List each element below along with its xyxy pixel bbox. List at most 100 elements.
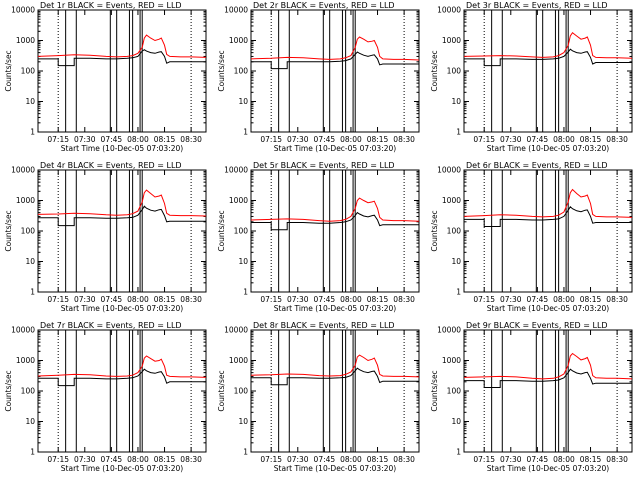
y-tick-label: 1 [30, 128, 35, 137]
x-tick-label: 08:30 [180, 455, 202, 464]
x-tick-label: 07:15 [473, 455, 495, 464]
y-tick-label: 100 [234, 67, 249, 76]
y-tick-label: 10 [25, 417, 35, 426]
y-tick-label: 1000 [229, 196, 248, 205]
y-axis-label: Counts/sec [4, 370, 13, 411]
y-tick-label: 1 [456, 288, 461, 297]
y-tick-label: 1000 [16, 36, 35, 45]
y-tick-label: 1 [30, 448, 35, 457]
y-tick-label: 10 [451, 97, 461, 106]
y-axis-label: Counts/sec [430, 50, 439, 91]
x-tick-label: 08:00 [553, 295, 575, 304]
y-tick-label: 100 [21, 67, 36, 76]
x-tick-label: 08:15 [154, 455, 176, 464]
x-axis-label: Start Time (10-Dec-05 07:03:20) [274, 304, 396, 313]
x-tick-label: 07:45 [101, 455, 123, 464]
y-axis-label: Counts/sec [4, 210, 13, 251]
series-line-lld [37, 189, 207, 217]
panel-title: Det 7r BLACK = Events, RED = LLD [40, 321, 182, 330]
series-line-events [251, 51, 419, 70]
y-tick-label: 10000 [437, 326, 461, 335]
y-tick-label: 1000 [229, 356, 248, 365]
y-tick-label: 1 [456, 128, 461, 137]
x-tick-label: 08:00 [127, 455, 149, 464]
panel-title: Det 6r BLACK = Events, RED = LLD [466, 161, 608, 170]
plot-frame [250, 329, 420, 453]
x-tick-label: 08:15 [580, 135, 602, 144]
panel-title: Det 2r BLACK = Events, RED = LLD [253, 1, 395, 10]
x-tick-label: 07:30 [74, 455, 96, 464]
y-axis-label: Counts/sec [217, 370, 226, 411]
x-tick-label: 08:30 [606, 295, 628, 304]
x-tick-label: 08:30 [180, 135, 202, 144]
x-tick-label: 08:30 [606, 135, 628, 144]
x-tick-label: 08:30 [393, 455, 415, 464]
x-axis-label: Start Time (10-Dec-05 07:03:20) [487, 464, 609, 473]
y-tick-label: 10000 [437, 6, 461, 15]
x-tick-label: 08:30 [393, 135, 415, 144]
x-tick-label: 08:00 [340, 295, 362, 304]
panel-1: Det 1r BLACK = Events, RED = LLD 1 10 100 10… [4, 1, 207, 153]
y-tick-label: 10 [451, 417, 461, 426]
x-tick-label: 08:15 [154, 295, 176, 304]
y-tick-label: 10000 [11, 326, 35, 335]
series-line-events [38, 49, 206, 67]
x-tick-label: 07:15 [47, 135, 69, 144]
y-tick-label: 100 [447, 67, 462, 76]
x-tick-label: 07:30 [500, 295, 522, 304]
series-line-lld [250, 354, 420, 378]
x-tick-label: 08:15 [580, 455, 602, 464]
plot-frame [463, 169, 633, 293]
panel-title: Det 5r BLACK = Events, RED = LLD [253, 161, 395, 170]
y-tick-label: 1 [30, 288, 35, 297]
series-line-lld [463, 31, 633, 59]
y-axis-label: Counts/sec [430, 370, 439, 411]
panel-7: Det 7r BLACK = Events, RED = LLD 1 10 100 10… [4, 321, 207, 473]
x-axis-label: Start Time (10-Dec-05 07:03:20) [487, 304, 609, 313]
series-line-events [464, 206, 632, 227]
plot-frame [463, 329, 633, 453]
panel-title: Det 1r BLACK = Events, RED = LLD [40, 1, 182, 10]
x-tick-label: 07:45 [314, 455, 336, 464]
panel-8: Det 8r BLACK = Events, RED = LLD 1 10 100 10… [217, 321, 420, 473]
y-tick-label: 100 [21, 227, 36, 236]
plot-frame [250, 169, 420, 293]
y-tick-label: 10 [238, 257, 248, 266]
y-tick-label: 10000 [224, 166, 248, 175]
x-tick-label: 07:15 [473, 295, 495, 304]
plot-frame [463, 9, 633, 133]
y-tick-label: 100 [21, 387, 36, 396]
y-tick-label: 100 [447, 227, 462, 236]
x-tick-label: 07:45 [314, 135, 336, 144]
y-tick-label: 100 [234, 387, 249, 396]
panel-2: Det 2r BLACK = Events, RED = LLD 1 10 100 10… [217, 1, 420, 153]
y-tick-label: 10 [25, 97, 35, 106]
x-tick-label: 08:00 [127, 135, 149, 144]
panel-6: Det 6r BLACK = Events, RED = LLD 1 10 100 10… [430, 161, 633, 313]
series-line-events [38, 205, 206, 227]
x-axis-label: Start Time (10-Dec-05 07:03:20) [274, 464, 396, 473]
x-tick-label: 07:30 [74, 295, 96, 304]
panel-title: Det 9r BLACK = Events, RED = LLD [466, 321, 608, 330]
x-tick-label: 08:15 [367, 455, 389, 464]
x-tick-label: 08:30 [180, 295, 202, 304]
x-tick-label: 07:15 [260, 135, 282, 144]
x-tick-label: 07:45 [527, 135, 549, 144]
y-tick-label: 10 [238, 97, 248, 106]
x-tick-label: 07:45 [527, 295, 549, 304]
series-line-lld [250, 36, 420, 61]
y-tick-label: 10 [238, 417, 248, 426]
y-axis-label: Counts/sec [4, 50, 13, 91]
panel-3: Det 3r BLACK = Events, RED = LLD 1 10 100 10… [430, 1, 633, 153]
x-axis-label: Start Time (10-Dec-05 07:03:20) [61, 464, 183, 473]
plot-frame [37, 9, 207, 133]
y-axis-label: Counts/sec [430, 210, 439, 251]
x-tick-label: 07:30 [287, 135, 309, 144]
y-tick-label: 1000 [16, 196, 35, 205]
x-tick-label: 07:45 [314, 295, 336, 304]
panel-title: Det 8r BLACK = Events, RED = LLD [253, 321, 395, 330]
y-tick-label: 1 [243, 448, 248, 457]
x-tick-label: 08:00 [553, 135, 575, 144]
plot-frame [250, 9, 420, 133]
series-line-lld [37, 34, 207, 58]
